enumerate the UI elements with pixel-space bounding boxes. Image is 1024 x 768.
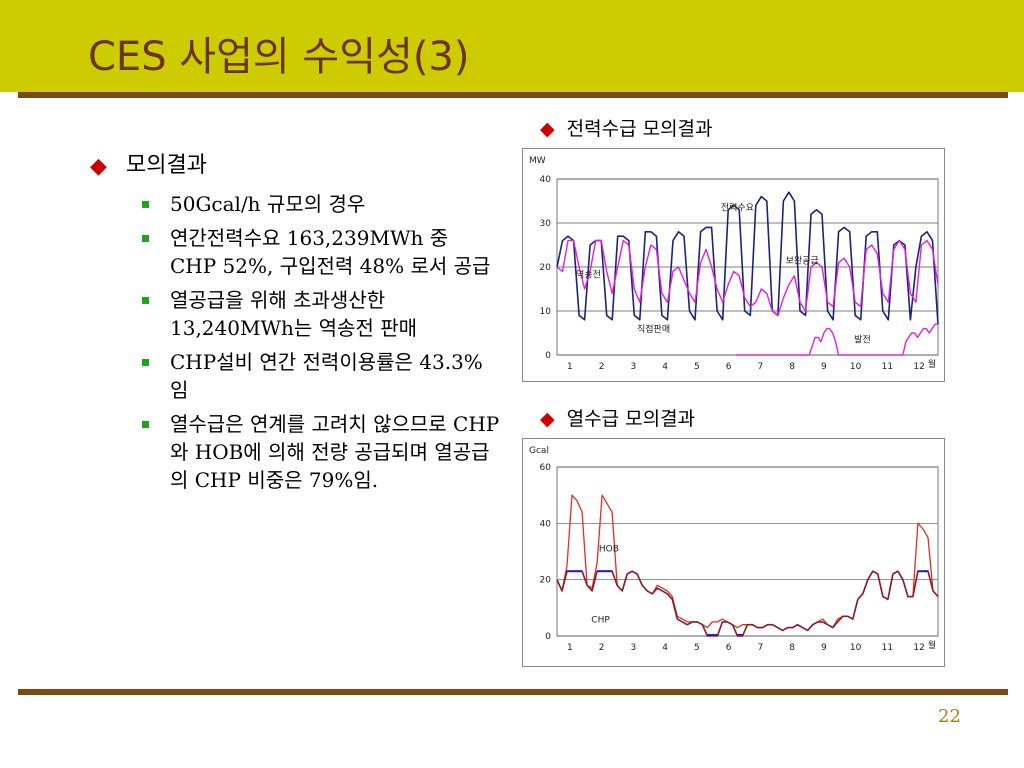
annotation-label: 보완공급 (786, 255, 819, 266)
annotation-label: 전력수요 (721, 202, 754, 214)
list-item: 연간전력수요 163,239MWh 중 CHP 52%, 구입전력 48% 로서… (142, 224, 500, 280)
x-tick-label: 1 (567, 362, 573, 372)
x-tick-label: 3 (631, 643, 637, 653)
annotation-label: 역송전 (576, 270, 601, 281)
x-tick-label: 9 (821, 643, 827, 653)
annotation-label: CHP (591, 615, 610, 625)
x-tick-label: 12 (913, 643, 924, 653)
list-item: 열공급을 위해 초과생산한 13,240MWh는 역송전 판매 (142, 286, 500, 342)
power-section-heading: ◆ 전력수급 모의결과 (540, 118, 713, 140)
bullet-list: ◆ 모의결과 50Gcal/h 규모의 경우 연간전력수요 163,239MWh… (90, 150, 510, 500)
footer-divider (18, 689, 1008, 695)
page-number: 22 (938, 706, 961, 727)
series-line-2 (556, 239, 939, 317)
heading-bullet: ◆ 모의결과 (90, 150, 510, 182)
y-unit-label: Gcal (529, 446, 549, 456)
square-bullet-icon (142, 201, 149, 208)
x-tick-label: 6 (726, 362, 732, 372)
title-divider (18, 92, 1008, 98)
power-chart: MW 0 10 20 30 40 1 2 3 4 5 6 7 8 9 10 11 12 월 전력수요 보완공급 역송전 직접… (522, 148, 945, 382)
x-tick-label: 8 (789, 362, 795, 372)
heat-chart: Gcal 0 20 40 60 1 2 3 4 5 6 7 8 9 10 11 12 월 HOB CHP (522, 438, 945, 667)
x-tick-label: 2 (599, 362, 605, 372)
heat-section-heading: ◆ 열수급 모의결과 (540, 408, 696, 430)
x-tick-label: 6 (726, 643, 732, 653)
y-unit-label: MW (529, 156, 546, 166)
sub-bullet-list: 50Gcal/h 규모의 경우 연간전력수요 163,239MWh 중 CHP … (90, 190, 510, 494)
list-item: 열수급은 연계를 고려치 않으므로 CHP와 HOB에 의해 전량 공급되며 열… (142, 410, 500, 494)
plot-frame (556, 466, 939, 637)
y-tick-label: 40 (540, 175, 552, 185)
y-tick-label: 20 (540, 263, 552, 273)
x-tick-label: 2 (599, 643, 605, 653)
x-unit-label: 월 (928, 358, 936, 370)
series-line-2 (556, 570, 939, 637)
square-bullet-icon (142, 359, 149, 366)
x-tick-label: 1 (567, 643, 573, 653)
series-line-3 (736, 323, 938, 356)
x-tick-label: 4 (662, 362, 668, 372)
diamond-bullet-icon: ◆ (540, 118, 555, 140)
x-tick-label: 7 (758, 643, 764, 653)
x-tick-label: 9 (821, 362, 827, 372)
square-bullet-icon (142, 235, 149, 242)
x-tick-label: 5 (694, 362, 700, 372)
x-tick-label: 10 (850, 643, 862, 653)
square-bullet-icon (142, 297, 149, 304)
annotation-label: 발전 (854, 335, 871, 346)
x-tick-label: 10 (850, 362, 862, 372)
x-tick-label: 3 (631, 362, 637, 372)
y-tick-label: 60 (540, 463, 552, 473)
slide-title: CES 사업의 수익성(3) (88, 34, 470, 80)
x-tick-label: 8 (789, 643, 795, 653)
y-tick-label: 30 (540, 219, 552, 229)
x-tick-label: 7 (758, 362, 764, 372)
list-item: CHP설비 연간 전력이용률은 43.3%임 (142, 348, 500, 404)
annotation-label: HOB (599, 545, 619, 555)
x-tick-label: 12 (913, 362, 924, 372)
diamond-bullet-icon: ◆ (90, 154, 107, 179)
y-tick-label: 0 (545, 632, 551, 642)
list-item: 50Gcal/h 규모의 경우 (142, 190, 500, 218)
y-tick-label: 20 (540, 576, 552, 586)
square-bullet-icon (142, 421, 149, 428)
series-line-1 (556, 494, 939, 632)
title-bar (0, 0, 1024, 92)
y-tick-label: 10 (540, 307, 552, 317)
x-tick-label: 11 (882, 643, 893, 653)
diamond-bullet-icon: ◆ (540, 408, 555, 430)
x-tick-label: 11 (882, 362, 893, 372)
heading-label: 모의결과 (126, 153, 207, 178)
annotation-label: 직접판매 (637, 323, 670, 335)
series-line-1 (556, 191, 939, 325)
y-tick-label: 40 (540, 519, 552, 529)
y-tick-label: 0 (545, 351, 551, 361)
x-tick-label: 4 (662, 643, 668, 653)
x-tick-label: 5 (694, 643, 700, 653)
x-unit-label: 월 (928, 639, 936, 651)
